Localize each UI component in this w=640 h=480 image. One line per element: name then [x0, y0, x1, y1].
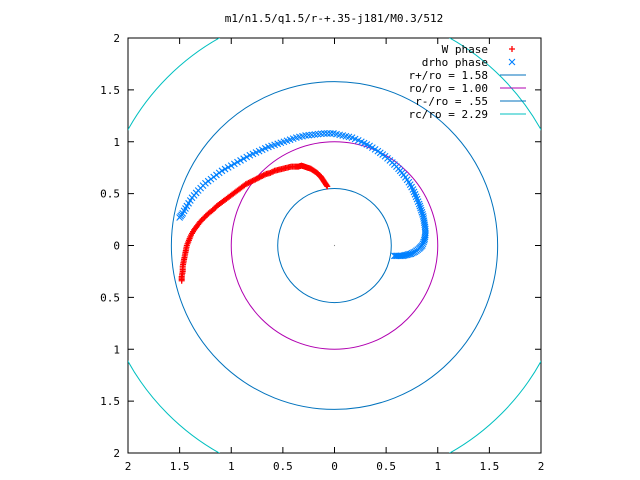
y-tick-label: 2 [113, 32, 120, 45]
drho-phase-point [227, 162, 235, 170]
circle-ro-ring [230, 141, 439, 350]
drho-phase-point [246, 151, 254, 159]
reference-circles [128, 38, 541, 453]
axis-ticks: 2 1.5 1 0.5 0 0.5 1 1.5 221.510.500.511.52 [100, 32, 544, 473]
drho-phase-point [419, 210, 426, 218]
center-point [333, 244, 336, 247]
y-tick-label: 1.5 [100, 395, 120, 408]
x-tick-label: 1 [434, 460, 441, 473]
w-phase-point [202, 213, 209, 220]
x-tick-label: 1 [228, 460, 235, 473]
drho-phase-point [416, 202, 424, 210]
legend-label: r+/ro = 1.58 [409, 69, 488, 82]
circle-r-ring [277, 187, 392, 304]
drho-phase-point [243, 153, 251, 161]
drho-phase-point [234, 158, 241, 166]
drho-phase-point [330, 130, 337, 137]
drho-phase-point [323, 130, 331, 137]
y-tick-label: 0.5 [100, 188, 120, 201]
drho-phase-point [417, 204, 424, 212]
data-points [176, 130, 429, 284]
drho-phase-point [240, 155, 248, 163]
y-tick-label: 0 [113, 240, 120, 253]
x-tick-label: 2 [125, 460, 132, 473]
drho-phase-point [418, 208, 426, 216]
y-tick-label: 0.5 [100, 291, 120, 304]
drho-phase-point [417, 206, 425, 214]
w-phase-point [178, 277, 185, 284]
x-tick-label: 1.5 [479, 460, 499, 473]
drho-phase-point [224, 163, 232, 171]
y-tick-label: 1.5 [100, 84, 120, 97]
x-tick-label: 0.5 [273, 460, 293, 473]
legend-label: ro/ro = 1.00 [409, 82, 488, 95]
y-tick-label: 1 [113, 343, 120, 356]
legend-label: W phase [442, 43, 488, 56]
x-tick-label: 2 [538, 460, 545, 473]
drho-phase-point [221, 165, 229, 173]
w-phase-point [201, 214, 208, 221]
x-tick-label: 0 [331, 460, 338, 473]
drho-phase-point [420, 215, 428, 222]
drho-phase-point [237, 157, 244, 164]
chart-title: m1/n1.5/q1.5/r-+.35-j181/M0.3/512 [225, 12, 444, 25]
legend-label: r-/ro = .55 [415, 95, 488, 108]
drho-phase-point [326, 130, 334, 137]
legend-label: drho phase [422, 56, 488, 69]
drho-phase-point [230, 160, 238, 168]
legend-plus-marker [509, 46, 515, 52]
w-phase-point [200, 215, 207, 222]
drho-phase-point [418, 242, 426, 249]
drho-phase-point [419, 240, 427, 248]
y-tick-label: 2 [113, 447, 120, 460]
drho-phase-point [419, 213, 427, 220]
circle-r-ring [170, 81, 499, 410]
y-tick-label: 1 [113, 136, 120, 149]
x-tick-label: 0.5 [376, 460, 396, 473]
legend-cross-marker [508, 58, 516, 66]
legend-label: rc/ro = 2.29 [409, 108, 488, 121]
x-tick-label: 1.5 [170, 460, 190, 473]
drho-phase-point [176, 214, 184, 221]
